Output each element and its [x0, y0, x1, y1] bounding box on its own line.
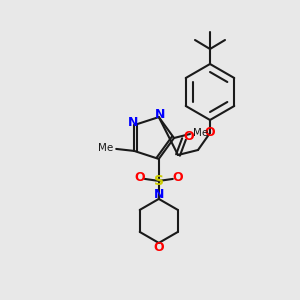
- Text: N: N: [154, 108, 165, 121]
- Text: O: O: [184, 130, 194, 143]
- Text: Me: Me: [98, 143, 113, 153]
- Text: O: O: [205, 127, 215, 140]
- Text: N: N: [128, 116, 138, 129]
- Text: O: O: [154, 242, 164, 254]
- Text: Me: Me: [193, 128, 208, 138]
- Text: O: O: [134, 171, 145, 184]
- Text: O: O: [172, 171, 183, 184]
- Text: N: N: [154, 188, 164, 201]
- Text: S: S: [154, 174, 164, 188]
